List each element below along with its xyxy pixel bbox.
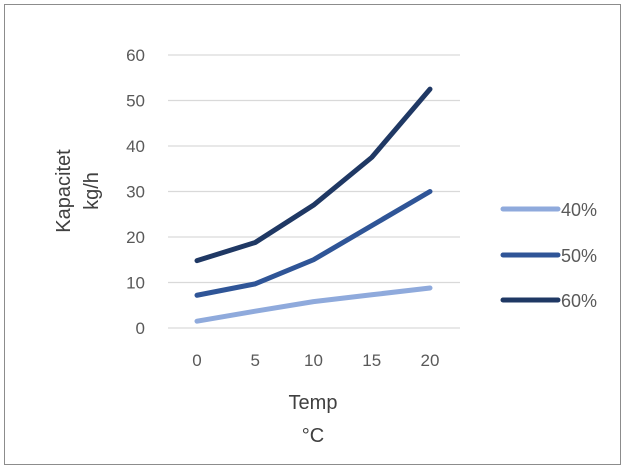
legend-label: 40% bbox=[561, 200, 597, 220]
x-tick-label: 0 bbox=[192, 351, 201, 370]
legend-item: 60% bbox=[500, 291, 597, 311]
legend-label: 50% bbox=[561, 246, 597, 266]
legend-item: 40% bbox=[500, 200, 597, 220]
y-axis-unit: kg/h bbox=[81, 172, 103, 210]
x-tick-label: 20 bbox=[421, 351, 440, 370]
legend-item: 50% bbox=[500, 246, 597, 266]
y-tick-label: 10 bbox=[126, 274, 145, 293]
gridlines bbox=[168, 54, 460, 329]
y-axis-title: Kapacitet bbox=[53, 149, 75, 233]
y-tick-label: 20 bbox=[126, 228, 145, 247]
x-tick-label: 10 bbox=[304, 351, 323, 370]
y-tick-label: 40 bbox=[126, 137, 145, 156]
x-axis-unit: °C bbox=[302, 425, 324, 447]
x-axis-ticks: 0 5 10 15 20 bbox=[192, 351, 439, 370]
x-tick-label: 5 bbox=[251, 351, 260, 370]
chart-frame bbox=[4, 4, 621, 465]
y-tick-label: 60 bbox=[126, 46, 145, 65]
series-line-40pct bbox=[194, 285, 433, 324]
legend-label: 60% bbox=[561, 291, 597, 311]
y-tick-label: 50 bbox=[126, 92, 145, 111]
y-axis-ticks: 0 10 20 30 40 50 60 bbox=[126, 46, 145, 338]
series-line-50pct bbox=[194, 189, 433, 298]
legend: 40% 50% 60% bbox=[500, 200, 597, 311]
y-tick-label: 30 bbox=[126, 183, 145, 202]
x-axis-title: Temp bbox=[289, 392, 338, 414]
series-lines bbox=[194, 86, 433, 324]
series-line-60pct bbox=[194, 86, 433, 264]
y-tick-label: 0 bbox=[136, 319, 145, 338]
x-tick-label: 15 bbox=[362, 351, 381, 370]
